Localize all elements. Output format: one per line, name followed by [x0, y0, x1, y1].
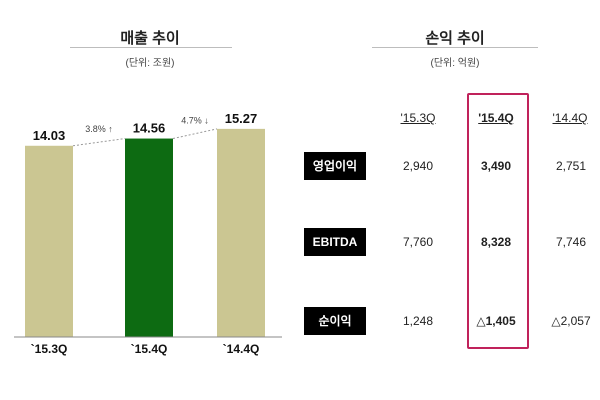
x-tick-label: `15.3Q [31, 342, 68, 356]
pl-column-header-highlight: '15.4Q [478, 111, 514, 125]
revenue-section-title: 매출 추이 [120, 30, 180, 47]
data-label: 15.27 [225, 111, 258, 126]
table-cell: 7,760 [402, 235, 434, 249]
highlight-column-box [467, 93, 529, 349]
revenue-unit: (단위: 조원) [125, 58, 175, 69]
pl-column-header: '14.4Q [552, 111, 588, 125]
row-label-net-income: 순이익 [304, 307, 366, 335]
pl-section-title: 손익 추이 [425, 30, 485, 47]
table-cell: △2,057 [551, 314, 591, 328]
table-cell: 7,746 [555, 235, 587, 249]
pl-column-header: '15.3Q [400, 111, 436, 125]
table-cell: 2,751 [555, 159, 587, 173]
table-cell-highlight: 8,328 [480, 235, 512, 249]
pl-title-divider [372, 47, 538, 48]
data-label: 14.03 [33, 128, 66, 143]
bar [25, 145, 73, 337]
table-cell-highlight: △1,405 [476, 314, 516, 328]
table-cell: 2,940 [402, 159, 434, 173]
bar [217, 128, 265, 337]
bar [125, 138, 173, 337]
trend-connector [172, 128, 218, 140]
x-tick-label: `14.4Q [223, 342, 260, 356]
trend-connector [72, 138, 126, 147]
revenue-bar-chart: 14.03 `15.3Q 14.56 `15.4Q 15.27 `14.4Q 3.8% ↑ 4… [14, 111, 282, 356]
revenue-title-divider [70, 47, 232, 48]
x-tick-label: `15.4Q [131, 342, 168, 356]
change-annotation: 3.8% ↑ [85, 124, 113, 134]
table-cell: 1,248 [402, 314, 434, 328]
change-annotation: 4.7% ↓ [181, 116, 209, 126]
row-label-operating-profit: 영업이익 [304, 152, 366, 180]
table-cell-highlight: 3,490 [480, 159, 512, 173]
pl-unit: (단위: 억원) [430, 58, 480, 69]
row-label-ebitda: EBITDA [304, 228, 366, 256]
data-label: 14.56 [133, 121, 166, 136]
